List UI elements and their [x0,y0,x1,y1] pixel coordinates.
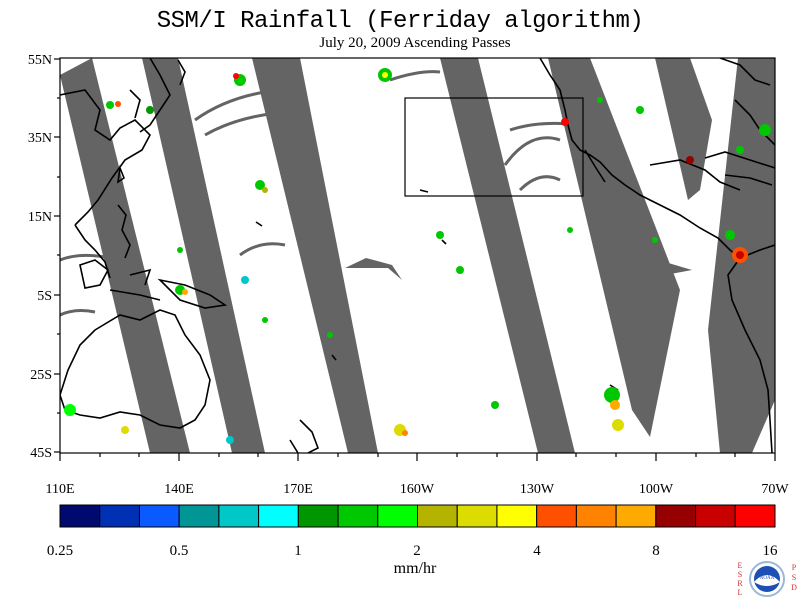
lat-label: 5S [37,289,52,304]
lon-label: 140E [164,482,194,497]
colorbar-units: mm/hr [393,560,437,577]
coastlines [60,58,775,453]
lat-labels: 55N 35N 15N 5S 25S 45S [28,53,52,461]
colorbar-swatch [99,504,140,528]
svg-text:L: L [738,588,743,597]
lon-ticks [59,453,776,461]
svg-text:P: P [792,563,797,572]
colorbar-swatch [695,504,736,528]
lat-ticks [54,58,60,453]
lon-labels: 110E 140E 170E 160W 130W 100W 70W [45,482,789,497]
lat-label: 25S [30,368,52,383]
svg-text:R: R [737,579,743,588]
lon-label: 160W [400,482,435,497]
colorbar-label: 2 [413,543,421,559]
map-area [60,58,775,453]
colorbar-swatch [536,504,577,528]
colorbar-swatch [496,504,538,528]
lon-label: 110E [45,482,74,497]
lon-label: 130W [520,482,555,497]
colorbar-label: 16 [763,543,779,559]
colorbar-swatch [377,504,418,528]
colorbar-swatch [615,504,657,528]
colorbar-swatch [575,504,617,528]
analysis-box [404,97,584,197]
lat-label: 35N [28,131,52,146]
colorbar-label: 0.5 [170,543,189,559]
colorbar [59,504,776,528]
logo-center-text: NOAA [760,576,775,581]
lon-label: 70W [761,482,789,497]
lat-label: 45S [30,446,52,461]
colorbar-swatch [417,504,458,528]
map-title: SSM/I Rainfall (Ferriday algorithm) [156,8,644,35]
svg-text:D: D [791,583,797,592]
colorbar-swatch [655,504,697,528]
scan-arcs [60,70,581,317]
colorbar-label: 8 [652,543,660,559]
rain-patches [64,68,771,444]
lon-label: 170E [283,482,313,497]
colorbar-swatch [258,504,299,528]
svg-text:S: S [792,573,796,582]
colorbar-swatch [734,504,776,528]
colorbar-swatch [337,504,379,528]
colorbar-labels: 0.25 0.5 1 2 4 8 16 [47,543,778,559]
lon-label: 100W [639,482,674,497]
colorbar-swatch [297,504,339,528]
lat-label: 15N [28,210,52,225]
colorbar-swatch [138,504,180,528]
colorbar-label: 1 [294,543,302,559]
colorbar-swatch [456,504,498,528]
colorbar-label: 4 [533,543,541,559]
map-subtitle: July 20, 2009 Ascending Passes [319,35,511,51]
svg-text:E: E [738,561,743,570]
colorbar-label: 0.25 [47,543,73,559]
svg-text:S: S [738,570,742,579]
colorbar-swatch [59,504,101,528]
lat-label: 55N [28,53,52,68]
colorbar-swatch [178,504,220,528]
colorbar-swatch [218,504,260,528]
